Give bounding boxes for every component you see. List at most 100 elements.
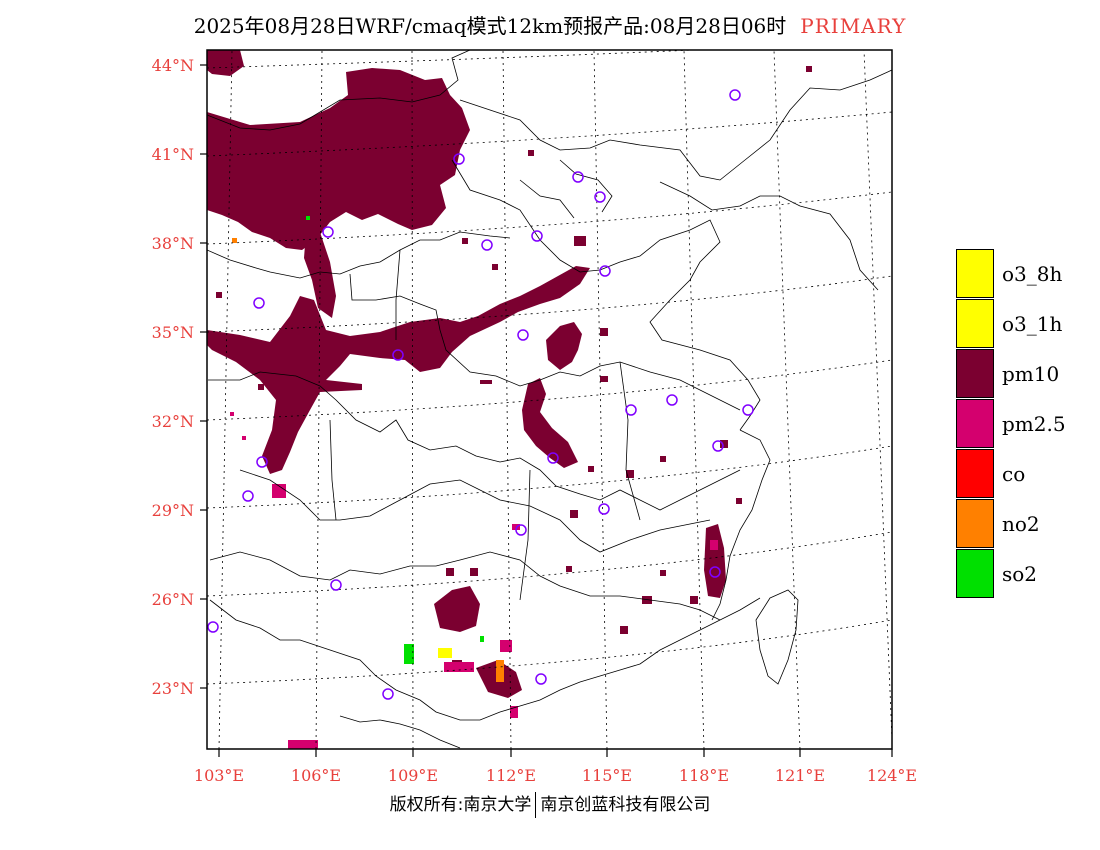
station-marker <box>729 89 741 101</box>
lon-label: 118°E <box>679 766 729 785</box>
lon-line <box>773 50 801 749</box>
pm10-plume-ne <box>207 50 244 76</box>
pm25-speck <box>288 740 318 749</box>
map-frame <box>206 49 893 750</box>
pm10-speck <box>574 236 586 246</box>
map-title: 2025年08月28日WRF/cmaq模式12km预报产品:08月28日06时 P… <box>0 10 1100 39</box>
pm10-speck <box>600 376 608 382</box>
legend-swatch <box>956 299 994 348</box>
lon-line <box>502 50 512 749</box>
border-line <box>451 159 761 431</box>
lon-label: 121°E <box>775 766 825 785</box>
pm10-speck <box>660 570 666 576</box>
title-text: 2025年08月28日WRF/cmaq模式12km预报产品:08月28日06时 <box>193 14 787 38</box>
station-marker <box>253 297 265 309</box>
legend-label: o3_1h <box>1002 312 1063 336</box>
station-marker <box>666 394 678 406</box>
lon-label-group: 103°E 106°E 109°E 112°E 115°E 118°E 121°… <box>194 766 917 785</box>
pm25-speck <box>242 436 246 440</box>
lon-line <box>683 50 705 749</box>
border-line <box>395 249 401 340</box>
station-marker <box>709 566 721 578</box>
border-line <box>209 597 761 721</box>
station-marker <box>742 404 754 416</box>
so2-speck <box>306 216 310 220</box>
copyright-left: 版权所有:南京大学 <box>389 795 532 815</box>
graticule-lines <box>207 50 892 749</box>
lat-line <box>207 619 892 685</box>
lon-label: 115°E <box>582 766 632 785</box>
lat-label: 29°N <box>152 501 194 520</box>
lon-line <box>593 50 608 749</box>
legend-label: co <box>1002 462 1026 486</box>
legend-label: pm2.5 <box>1002 412 1066 436</box>
border-line <box>339 715 461 749</box>
legend-swatch <box>956 549 994 598</box>
border-line <box>619 361 641 521</box>
pm10-plume-north <box>207 68 470 250</box>
pm10-plume-east <box>522 378 578 468</box>
no2-speck <box>232 238 237 243</box>
pm10-plume-south <box>434 586 480 632</box>
border-line <box>329 419 337 521</box>
lat-line <box>207 445 892 509</box>
legend-label: pm10 <box>1002 362 1060 386</box>
pm10-plume-coast <box>704 524 726 598</box>
pm25-speck <box>500 640 512 652</box>
border-line <box>349 273 741 411</box>
station-marker <box>625 404 637 416</box>
lat-line <box>207 275 892 333</box>
lat-line <box>207 50 702 69</box>
border-line <box>711 429 771 621</box>
pm10-speck <box>470 568 478 576</box>
pm10-speck <box>566 566 572 572</box>
pm25-speck <box>272 484 286 498</box>
station-marker <box>382 688 394 700</box>
lat-label: 44°N <box>152 56 194 75</box>
station-marker <box>481 239 493 251</box>
pm10-speck <box>480 380 492 384</box>
pm25-speck <box>444 662 474 672</box>
pm10-speck <box>626 470 634 478</box>
station-marker <box>515 524 527 536</box>
lat-line <box>207 359 892 421</box>
border-line <box>559 159 613 213</box>
copyright-footer: 版权所有:南京大学 南京创蓝科技有限公司 <box>0 790 1100 818</box>
copyright-right: 南京创蓝科技有限公司 <box>540 795 711 815</box>
pm25-speck <box>710 540 718 550</box>
border-line <box>659 181 879 291</box>
lat-label: 32°N <box>152 412 194 431</box>
legend-label: o3_8h <box>1002 262 1063 286</box>
lon-line <box>218 50 233 749</box>
station-marker <box>712 440 724 452</box>
station-marker <box>256 456 268 468</box>
pm10-speck <box>660 456 666 462</box>
lon-line <box>863 50 892 741</box>
pm10-speck <box>570 510 578 518</box>
pm10-speck <box>588 466 594 472</box>
lat-line <box>207 111 892 157</box>
lon-label: 112°E <box>486 766 536 785</box>
lon-label: 109°E <box>388 766 438 785</box>
station-marker <box>517 329 529 341</box>
station-marker <box>330 579 342 591</box>
station-marker <box>598 503 610 515</box>
pm10-speck <box>258 384 264 390</box>
border-line <box>207 231 511 279</box>
pm10-speck <box>446 568 454 576</box>
station-marker <box>207 621 219 633</box>
pollution-layer <box>207 50 812 749</box>
pm10-speck <box>720 440 728 448</box>
no2-speck <box>496 660 504 682</box>
lat-label: 23°N <box>152 679 194 698</box>
border-line <box>209 551 721 621</box>
station-marker <box>594 191 606 203</box>
legend-swatch <box>956 449 994 498</box>
station-marker <box>453 153 465 165</box>
legend-swatch <box>956 249 994 298</box>
footer-separator <box>535 792 537 818</box>
pm10-speck <box>620 626 628 634</box>
lat-line <box>207 191 892 245</box>
tick-marks <box>200 64 893 757</box>
lat-label: 35°N <box>152 323 194 342</box>
